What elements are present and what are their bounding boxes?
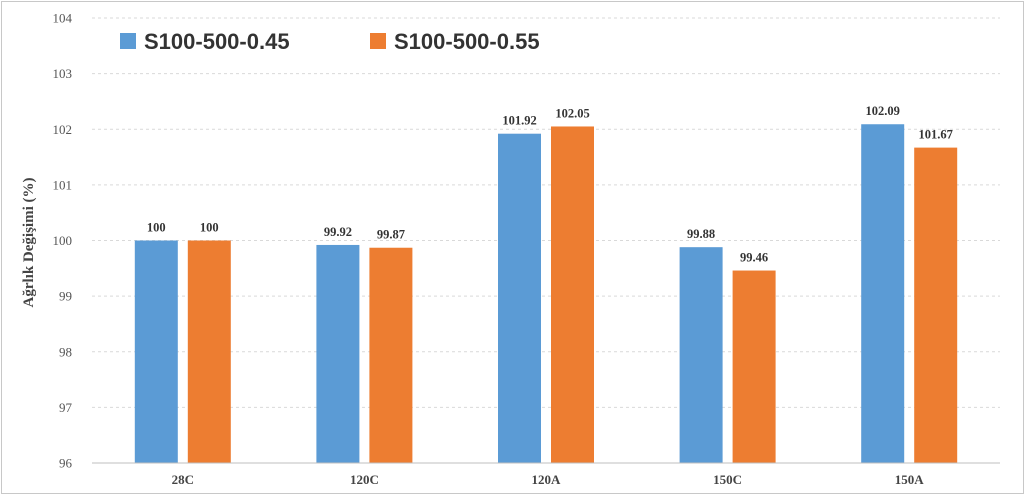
data-label: 99.92 [324,225,352,239]
y-tick-label: 96 [59,456,73,471]
bar [732,270,776,463]
bar [551,126,594,463]
bar [914,147,958,463]
gridlines [92,17,1000,408]
bars [134,124,958,464]
x-tick-label: 120A [532,472,562,487]
legend-swatch [370,33,386,49]
data-label: 100 [200,221,219,235]
y-tick-label: 104 [53,11,73,26]
bar [679,247,723,463]
legend: S100-500-0.45 S100-500-0.55 [120,29,540,54]
data-label: 99.88 [687,227,715,241]
y-tick-label: 97 [59,400,73,415]
data-label: 99.46 [740,251,768,265]
x-axis-ticks: 28C 120C 120A 150C 150A [172,472,925,487]
x-tick-label: 150A [895,472,925,487]
data-label: 99.87 [377,228,405,242]
legend-label: S100-500-0.45 [144,29,290,54]
data-labels: 100 100 99.92 99.87 101.92 102.05 99.88 99.46 10… [147,104,953,264]
x-tick-label: 120C [350,472,379,487]
bar [498,133,541,463]
y-axis-ticks: 96 97 98 99 100 101 102 103 104 [53,11,73,471]
bar [134,240,178,463]
data-label: 102.05 [555,106,589,120]
y-tick-label: 98 [59,344,72,359]
y-axis-title: Ağrlık Değişimi (%) [21,178,37,308]
y-tick-label: 99 [59,289,72,304]
data-label: 101.92 [502,114,536,128]
x-tick-label: 150C [713,472,742,487]
data-label: 101.67 [919,128,953,142]
y-tick-label: 103 [53,66,73,81]
bar [861,124,905,464]
y-tick-label: 101 [53,177,73,192]
y-tick-label: 100 [53,233,73,248]
bar [316,244,360,463]
y-tick-label: 102 [53,122,73,137]
legend-label: S100-500-0.55 [394,29,540,54]
x-tick-label: 28C [172,472,194,487]
legend-swatch [120,33,136,49]
bar [369,247,413,463]
data-label: 100 [147,221,166,235]
bar [187,240,231,463]
data-label: 102.09 [866,104,900,118]
